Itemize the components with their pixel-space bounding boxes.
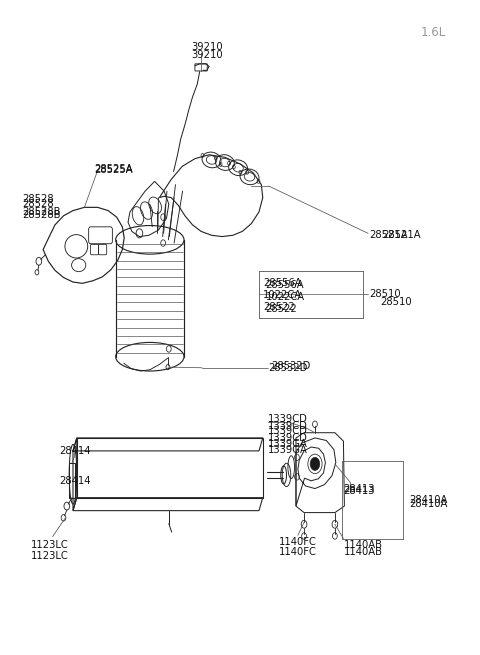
Text: 1140AB: 1140AB [343, 546, 383, 557]
Text: 1140AB: 1140AB [343, 540, 383, 550]
Text: 39210: 39210 [191, 50, 223, 60]
Text: 1339CD
1339CD
1339GA: 1339CD 1339CD 1339GA [267, 414, 307, 449]
Text: 28556A: 28556A [263, 278, 301, 288]
Text: 1140FC: 1140FC [279, 546, 317, 557]
Text: 1022CA: 1022CA [263, 290, 302, 300]
Text: 28525A: 28525A [94, 165, 132, 176]
Text: 28532D: 28532D [271, 362, 310, 371]
Text: 28521A: 28521A [369, 231, 408, 240]
Text: 28510: 28510 [380, 297, 411, 307]
Text: 28522: 28522 [263, 302, 295, 312]
Text: 28413: 28413 [343, 483, 375, 494]
Text: 39210: 39210 [191, 42, 223, 52]
Circle shape [310, 457, 320, 470]
Text: 28525A: 28525A [94, 164, 132, 174]
Text: 28521A: 28521A [383, 231, 421, 240]
Text: 1339CD
1339CD
1339GA: 1339CD 1339CD 1339GA [267, 421, 307, 455]
Text: 28556A: 28556A [265, 280, 304, 290]
Text: 1123LC: 1123LC [30, 551, 68, 561]
Text: 1.6L: 1.6L [420, 26, 445, 39]
Text: 1022CA: 1022CA [265, 292, 305, 302]
Text: 28413: 28413 [343, 486, 375, 496]
Text: 28510: 28510 [370, 290, 401, 299]
Text: 28414: 28414 [59, 446, 90, 456]
Text: 28410A: 28410A [409, 499, 447, 509]
Text: 28528
28528B: 28528 28528B [22, 198, 60, 220]
Text: 1140FC: 1140FC [279, 537, 317, 547]
Text: 28522: 28522 [265, 304, 298, 314]
Text: 28410A: 28410A [409, 495, 447, 504]
Text: 28414: 28414 [59, 476, 90, 486]
Text: 1123LC: 1123LC [30, 540, 68, 550]
Text: 28528
28528B: 28528 28528B [22, 194, 60, 217]
Text: 28532D: 28532D [268, 364, 308, 373]
